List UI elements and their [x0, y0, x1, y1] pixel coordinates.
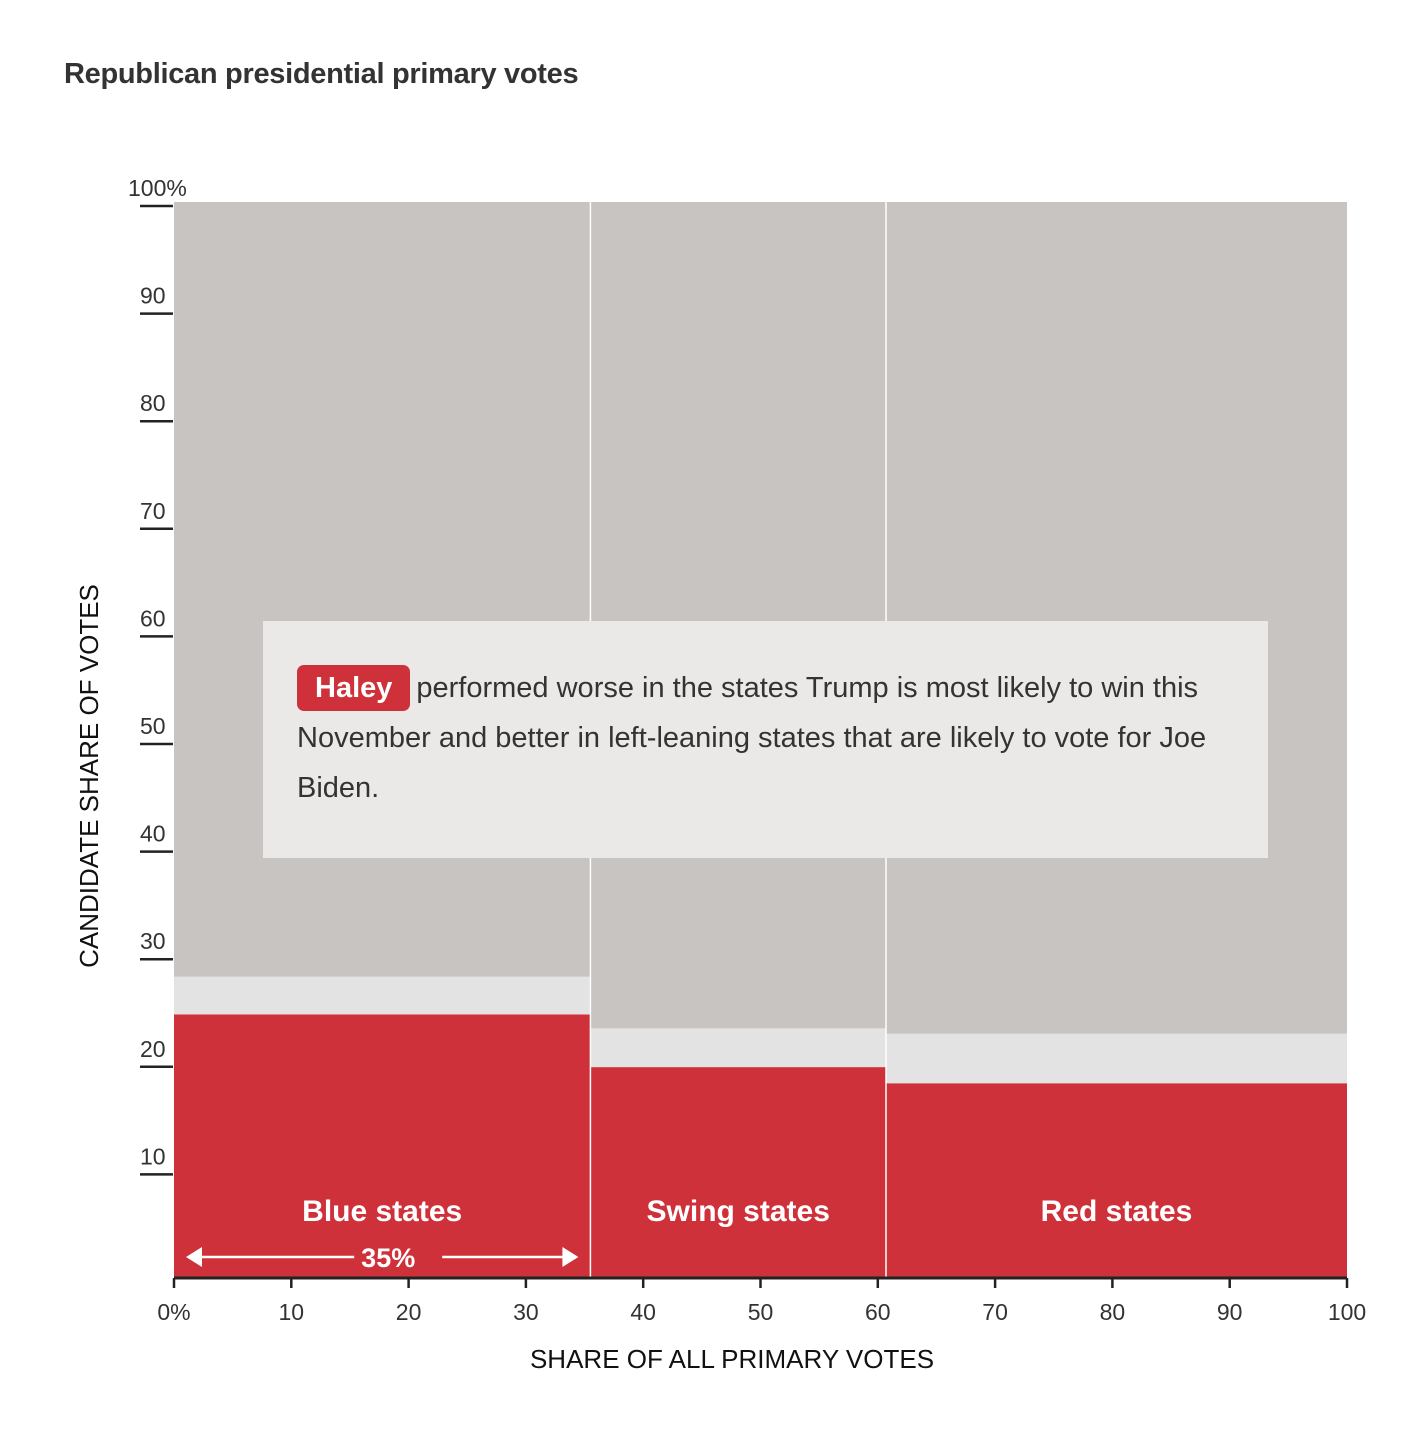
segment-blue-states-2 [174, 976, 591, 1015]
width-arrow-left-head [186, 1247, 202, 1267]
segment-blue-states-3 [174, 202, 591, 977]
annotation-text: performed worse in the states Trump is m… [297, 672, 1207, 804]
haley-badge: Haley [297, 665, 411, 711]
segment-swing-states-2 [590, 1028, 887, 1068]
y-tick-label-60: 60 [140, 605, 166, 631]
width-share-label: 35% [361, 1243, 415, 1273]
segment-swing-states-1 [590, 1067, 887, 1278]
x-tick-label-90: 90 [1217, 1299, 1243, 1325]
y-tick-label-40: 40 [140, 821, 166, 847]
x-axis-title: SHARE OF ALL PRIMARY VOTES [530, 1344, 934, 1374]
x-axis: 0% 10 20 30 40 50 60 70 80 90 100 [157, 1276, 1366, 1325]
plot-area [174, 202, 1347, 1278]
y-tick-label-50: 50 [140, 713, 166, 739]
x-tick-label-100: 100 [1328, 1299, 1366, 1325]
x-tick-label-0: 0% [157, 1299, 190, 1325]
y-tick-label-20: 20 [140, 1036, 166, 1062]
y-tick-label-70: 70 [140, 498, 166, 524]
y-tick-label-80: 80 [140, 390, 166, 416]
y-axis: 10 20 30 40 50 60 70 80 90 100% [128, 175, 187, 1176]
segment-red-states-1 [886, 1083, 1347, 1278]
group-labels: Blue states Swing states Red states 35% [186, 1195, 1192, 1273]
category-label-swing-states: Swing states [647, 1195, 830, 1228]
segment-swing-states-3 [590, 202, 887, 1029]
annotation-box: Haley performed worse in the states Trump… [263, 621, 1268, 858]
segment-red-states-2 [886, 1033, 1347, 1084]
x-tick-label-80: 80 [1100, 1299, 1126, 1325]
x-tick-label-40: 40 [630, 1299, 656, 1325]
x-tick-label-30: 30 [513, 1299, 539, 1325]
x-tick-label-50: 50 [748, 1299, 774, 1325]
segment-red-states-3 [886, 202, 1347, 1034]
y-tick-label-90: 90 [140, 283, 166, 309]
x-tick-label-60: 60 [865, 1299, 891, 1325]
y-tick-label-100: 100% [128, 175, 187, 201]
x-tick-label-20: 20 [396, 1299, 422, 1325]
y-tick-label-30: 30 [140, 928, 166, 954]
width-arrow-right-head [562, 1247, 579, 1267]
y-axis-title: CANDIDATE SHARE OF VOTES [74, 584, 104, 968]
x-tick-label-10: 10 [279, 1299, 305, 1325]
segment-blue-states-1 [174, 1014, 591, 1278]
y-tick-label-10: 10 [140, 1143, 166, 1169]
category-label-red-states: Red states [1041, 1195, 1193, 1228]
category-label-blue-states: Blue states [302, 1195, 462, 1228]
x-tick-label-70: 70 [982, 1299, 1008, 1325]
chart-title: Republican presidential primary votes [64, 58, 579, 90]
